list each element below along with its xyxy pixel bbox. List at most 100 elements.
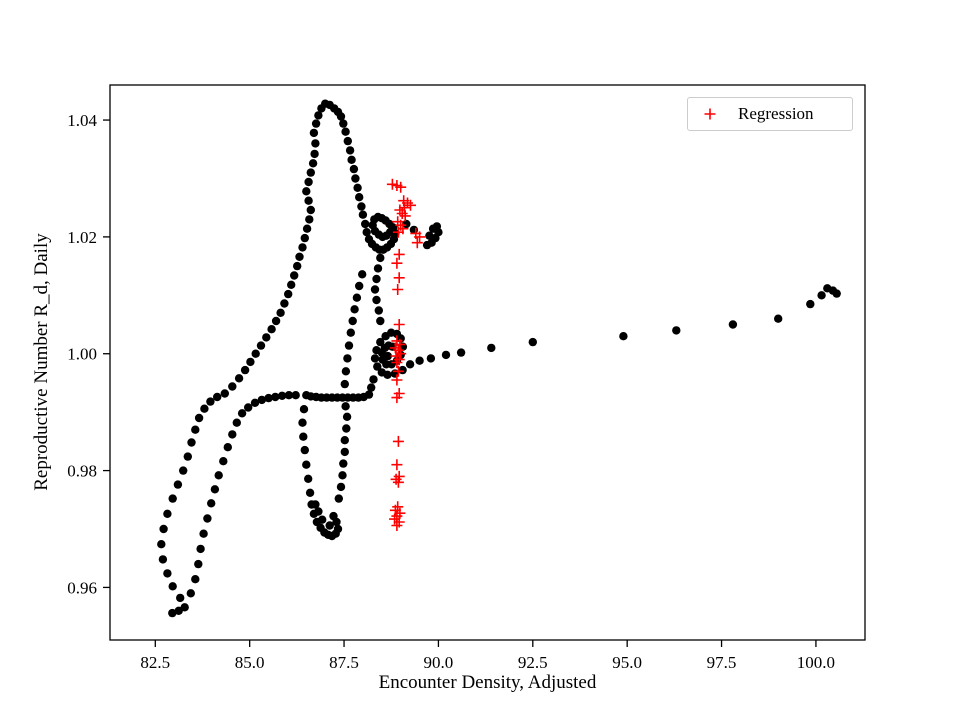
data-point	[370, 285, 380, 294]
data-point	[287, 280, 296, 289]
data-point	[163, 569, 172, 578]
data-point	[168, 582, 177, 591]
data-point	[234, 374, 244, 383]
data-point	[305, 488, 315, 497]
data-point	[425, 231, 434, 240]
data-point	[264, 393, 273, 403]
data-point	[262, 333, 271, 342]
data-point	[228, 430, 237, 439]
data-point	[311, 139, 320, 148]
data-point	[376, 253, 385, 263]
data-point	[373, 264, 383, 273]
data-point	[219, 457, 228, 466]
data-point	[314, 507, 323, 516]
regression-point	[391, 520, 403, 531]
plus-marker-icon	[704, 108, 716, 120]
data-point	[336, 482, 346, 492]
data-point	[415, 356, 424, 365]
data-point	[428, 224, 438, 233]
data-point	[338, 471, 347, 480]
data-point	[342, 412, 352, 421]
regression-point	[392, 226, 404, 238]
regression-point	[405, 199, 416, 211]
data-point	[280, 299, 289, 308]
data-point	[293, 261, 302, 271]
data-point	[341, 127, 350, 136]
regression-point	[393, 248, 405, 260]
data-point	[341, 367, 351, 376]
data-point	[340, 436, 349, 445]
data-point	[180, 603, 189, 612]
data-point	[351, 174, 360, 183]
data-point	[276, 308, 285, 317]
data-point	[353, 183, 362, 192]
y-tick-label: 0.96	[67, 578, 97, 597]
data-point	[817, 291, 826, 300]
data-point	[355, 193, 364, 202]
y-tick-label: 1.00	[67, 345, 97, 364]
data-point	[405, 360, 415, 369]
data-point	[388, 224, 397, 233]
data-point	[159, 524, 168, 534]
legend-label: Regression	[738, 104, 814, 123]
data-point	[329, 511, 338, 521]
data-point	[350, 305, 359, 314]
data-point	[806, 299, 815, 309]
data-point	[376, 337, 385, 347]
data-point	[341, 402, 350, 411]
data-point	[271, 316, 281, 326]
data-point	[372, 295, 381, 305]
regression-point	[391, 392, 403, 404]
data-point	[308, 159, 318, 168]
regression-point	[392, 476, 404, 488]
data-point	[214, 471, 223, 480]
data-point	[357, 202, 366, 211]
data-point	[271, 392, 280, 402]
data-point	[173, 480, 183, 489]
data-point	[333, 524, 343, 534]
x-tick-label: 92.5	[518, 653, 548, 672]
data-point	[355, 281, 364, 291]
data-point	[183, 452, 192, 461]
data-point	[373, 362, 382, 371]
data-point	[367, 383, 376, 392]
regression-point	[393, 272, 405, 284]
data-point	[244, 403, 253, 412]
data-point	[257, 395, 266, 405]
y-axis-label: Reproductive Number R_d, Daily	[31, 233, 52, 491]
data-point	[314, 111, 323, 120]
data-point	[302, 187, 311, 196]
data-point	[344, 341, 354, 350]
regression-point	[395, 181, 407, 193]
data-point	[213, 392, 222, 402]
data-point	[441, 350, 451, 360]
data-point	[336, 112, 346, 121]
data-point	[347, 155, 356, 164]
data-point	[318, 515, 327, 524]
y-tick-label: 1.04	[67, 111, 97, 130]
data-point	[619, 332, 628, 341]
regression-point	[399, 210, 411, 222]
x-tick-label: 95.0	[612, 653, 642, 672]
regression-point	[391, 257, 403, 269]
regression-point	[398, 202, 410, 214]
data-point	[232, 418, 241, 427]
data-point	[340, 379, 349, 389]
x-tick-label: 82.5	[140, 653, 170, 672]
data-point	[291, 391, 300, 400]
data-point	[343, 354, 352, 363]
x-tick-label: 85.0	[235, 653, 265, 672]
data-point	[302, 224, 312, 233]
data-point	[299, 405, 309, 414]
data-point	[304, 177, 313, 187]
data-point	[194, 559, 203, 569]
data-point	[383, 351, 392, 361]
data-point	[223, 443, 232, 452]
data-point	[298, 418, 307, 427]
data-point	[361, 219, 370, 229]
data-point	[823, 284, 832, 293]
data-point	[207, 499, 216, 508]
data-point	[348, 316, 357, 326]
data-point	[168, 494, 177, 503]
